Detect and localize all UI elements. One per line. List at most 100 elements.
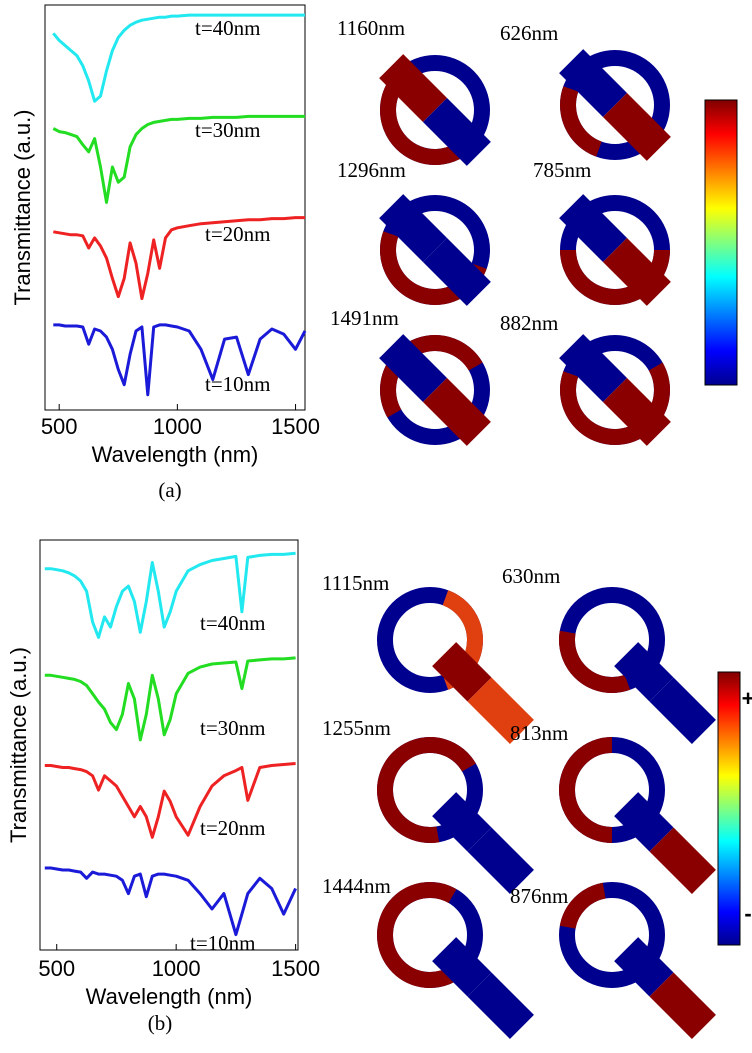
field-map-label: 813nm bbox=[510, 721, 568, 745]
x-tick-label: 500 bbox=[38, 956, 75, 981]
stem-part bbox=[649, 827, 716, 894]
stem-part bbox=[614, 792, 674, 852]
resonator-bar bbox=[379, 54, 491, 166]
stem-part bbox=[614, 937, 674, 997]
bar-half bbox=[602, 237, 671, 306]
series-label: t=10nm bbox=[205, 372, 271, 396]
plot-frame bbox=[44, 4, 306, 411]
x-axis-label: Wavelength (nm) bbox=[92, 442, 259, 467]
series-line bbox=[53, 216, 305, 301]
bar-half bbox=[379, 194, 448, 263]
bar-half bbox=[602, 92, 671, 161]
ring-arc bbox=[377, 882, 457, 988]
series-line bbox=[44, 866, 297, 937]
stem-part bbox=[614, 642, 674, 702]
resonator-stem bbox=[614, 642, 716, 744]
field-map-label: 1160nm bbox=[337, 16, 405, 40]
ring-arc bbox=[560, 86, 603, 157]
colorbar bbox=[717, 671, 741, 946]
field-map bbox=[377, 587, 534, 744]
resonator-stem bbox=[614, 792, 716, 894]
field-map bbox=[379, 54, 491, 166]
x-axis-label: Wavelength (nm) bbox=[86, 984, 253, 1009]
series-line bbox=[52, 13, 305, 103]
field-map bbox=[559, 587, 716, 744]
bar-half bbox=[559, 334, 628, 403]
ring bbox=[559, 882, 665, 988]
stem-part bbox=[649, 972, 716, 1039]
x-tick-label: 1500 bbox=[271, 414, 320, 439]
series-line bbox=[52, 114, 305, 204]
field-map bbox=[379, 194, 491, 306]
series-label: t=40nm bbox=[200, 611, 266, 635]
ring-arc bbox=[559, 737, 613, 843]
resonator-bar bbox=[559, 49, 671, 161]
bar-half bbox=[379, 334, 448, 403]
stem-part bbox=[432, 937, 492, 997]
ring-arc bbox=[380, 67, 478, 165]
field-map-label: 876nm bbox=[510, 884, 568, 908]
field-map bbox=[377, 882, 534, 1039]
field-map-label: 882nm bbox=[500, 311, 558, 335]
colorbar-min: - bbox=[744, 901, 751, 926]
field-map-label: 1255nm bbox=[322, 716, 391, 740]
panel-label: (b) bbox=[148, 1011, 173, 1035]
bar-half bbox=[422, 237, 491, 306]
resonator-stem bbox=[614, 937, 716, 1039]
stem-part bbox=[432, 642, 492, 702]
field-map-label: 1491nm bbox=[330, 306, 399, 330]
series-label: t=10nm bbox=[190, 931, 256, 955]
field-map-label: 630nm bbox=[502, 564, 560, 588]
series-label: t=40nm bbox=[195, 16, 261, 40]
bar-half bbox=[422, 377, 491, 446]
plot-frame bbox=[39, 539, 299, 951]
stem-part bbox=[432, 792, 492, 852]
field-map bbox=[559, 882, 716, 1039]
stem-part bbox=[467, 677, 534, 744]
bar-half bbox=[379, 54, 448, 123]
field-map-label: 1296nm bbox=[337, 158, 406, 182]
x-tick-label: 500 bbox=[41, 414, 78, 439]
resonator-stem bbox=[432, 937, 534, 1039]
field-map-label: 626nm bbox=[500, 21, 558, 45]
resonator-bar bbox=[559, 334, 671, 446]
colorbar bbox=[704, 99, 738, 386]
resonator-bar bbox=[379, 334, 491, 446]
y-axis-label: Transmittance (a.u.) bbox=[10, 109, 35, 305]
ring-arc bbox=[559, 630, 631, 693]
field-map bbox=[377, 737, 534, 894]
field-map-label: 1444nm bbox=[322, 874, 391, 898]
field-map bbox=[559, 49, 671, 161]
field-map bbox=[559, 334, 671, 446]
stem-part bbox=[467, 972, 534, 1039]
y-axis-label: Transmittance (a.u.) bbox=[6, 647, 31, 843]
resonator-bar bbox=[559, 194, 671, 306]
bar-half bbox=[559, 194, 628, 263]
series-label: t=20nm bbox=[200, 816, 266, 840]
ring-arc bbox=[377, 737, 476, 843]
bar-half bbox=[422, 97, 491, 166]
series-line bbox=[44, 656, 296, 742]
panel-label: (a) bbox=[158, 478, 181, 502]
bar-half bbox=[602, 377, 671, 446]
field-map bbox=[379, 334, 491, 446]
stem-part bbox=[649, 677, 716, 744]
ring-arc bbox=[559, 882, 607, 930]
series-line bbox=[44, 551, 296, 639]
series-label: t=30nm bbox=[200, 716, 266, 740]
field-map-label: 785nm bbox=[533, 158, 591, 182]
colorbar-max: + bbox=[742, 686, 752, 711]
series-label: t=30nm bbox=[195, 118, 261, 142]
resonator-stem bbox=[432, 642, 534, 744]
series-label: t=20nm bbox=[205, 222, 271, 246]
field-map bbox=[559, 737, 716, 894]
x-tick-label: 1000 bbox=[153, 414, 202, 439]
ring-arc bbox=[560, 362, 670, 445]
stem-part bbox=[467, 827, 534, 894]
field-map-label: 1115nm bbox=[322, 571, 389, 595]
resonator-stem bbox=[432, 792, 534, 894]
series-line bbox=[53, 323, 307, 397]
x-tick-label: 1500 bbox=[271, 956, 320, 981]
x-tick-label: 1000 bbox=[152, 956, 201, 981]
